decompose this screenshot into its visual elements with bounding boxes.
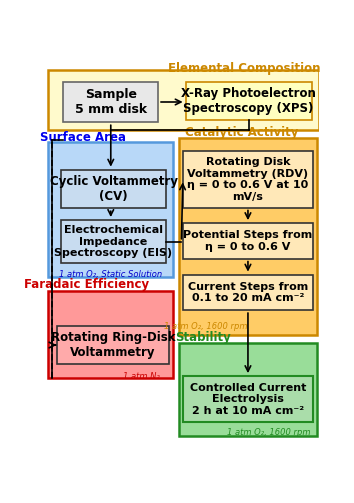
- FancyBboxPatch shape: [63, 81, 158, 122]
- Text: Faradaic Efficiency: Faradaic Efficiency: [24, 278, 149, 291]
- Text: Rotating Ring-Disk
Voltammetry: Rotating Ring-Disk Voltammetry: [51, 331, 175, 359]
- Text: 1 atm O₂, 1600 rpm: 1 atm O₂, 1600 rpm: [227, 429, 310, 438]
- FancyBboxPatch shape: [183, 275, 313, 310]
- FancyBboxPatch shape: [185, 81, 312, 120]
- Text: Electrochemical
Impedance
Spectroscopy (EIS): Electrochemical Impedance Spectroscopy (…: [55, 225, 173, 258]
- Text: X-Ray Photoelectron
Spectroscopy (XPS): X-Ray Photoelectron Spectroscopy (XPS): [181, 87, 316, 115]
- FancyBboxPatch shape: [179, 343, 317, 436]
- FancyBboxPatch shape: [183, 376, 313, 423]
- Text: Cyclic Voltammetry
(CV): Cyclic Voltammetry (CV): [50, 175, 177, 203]
- Text: Rotating Disk
Voltammetry (RDV)
η = 0 to 0.6 V at 10
mV/s: Rotating Disk Voltammetry (RDV) η = 0 to…: [187, 157, 309, 202]
- FancyBboxPatch shape: [48, 291, 173, 378]
- FancyBboxPatch shape: [48, 142, 173, 277]
- Text: Stability: Stability: [175, 331, 231, 344]
- FancyBboxPatch shape: [61, 220, 166, 263]
- Text: Surface Area: Surface Area: [40, 131, 126, 143]
- FancyBboxPatch shape: [183, 223, 313, 259]
- Text: 1 atm O₂, Static Solution: 1 atm O₂, Static Solution: [58, 270, 162, 279]
- Text: Current Steps from
0.1 to 20 mA cm⁻²: Current Steps from 0.1 to 20 mA cm⁻²: [188, 282, 308, 303]
- FancyBboxPatch shape: [61, 170, 166, 208]
- FancyBboxPatch shape: [48, 70, 319, 130]
- Text: Potential Steps from
η = 0 to 0.6 V: Potential Steps from η = 0 to 0.6 V: [183, 230, 313, 252]
- FancyBboxPatch shape: [57, 325, 169, 364]
- Text: Controlled Current
Electrolysis
2 h at 10 mA cm⁻²: Controlled Current Electrolysis 2 h at 1…: [190, 383, 306, 416]
- FancyBboxPatch shape: [183, 151, 313, 208]
- Text: Elemental Composition: Elemental Composition: [168, 62, 321, 75]
- Text: 1 atm N₂: 1 atm N₂: [123, 372, 159, 380]
- Text: Catalytic Activity: Catalytic Activity: [185, 126, 298, 138]
- Text: Sample
5 mm disk: Sample 5 mm disk: [75, 88, 147, 116]
- Text: 1 atm O₂, 1600 rpm: 1 atm O₂, 1600 rpm: [164, 322, 247, 331]
- FancyBboxPatch shape: [179, 138, 317, 336]
